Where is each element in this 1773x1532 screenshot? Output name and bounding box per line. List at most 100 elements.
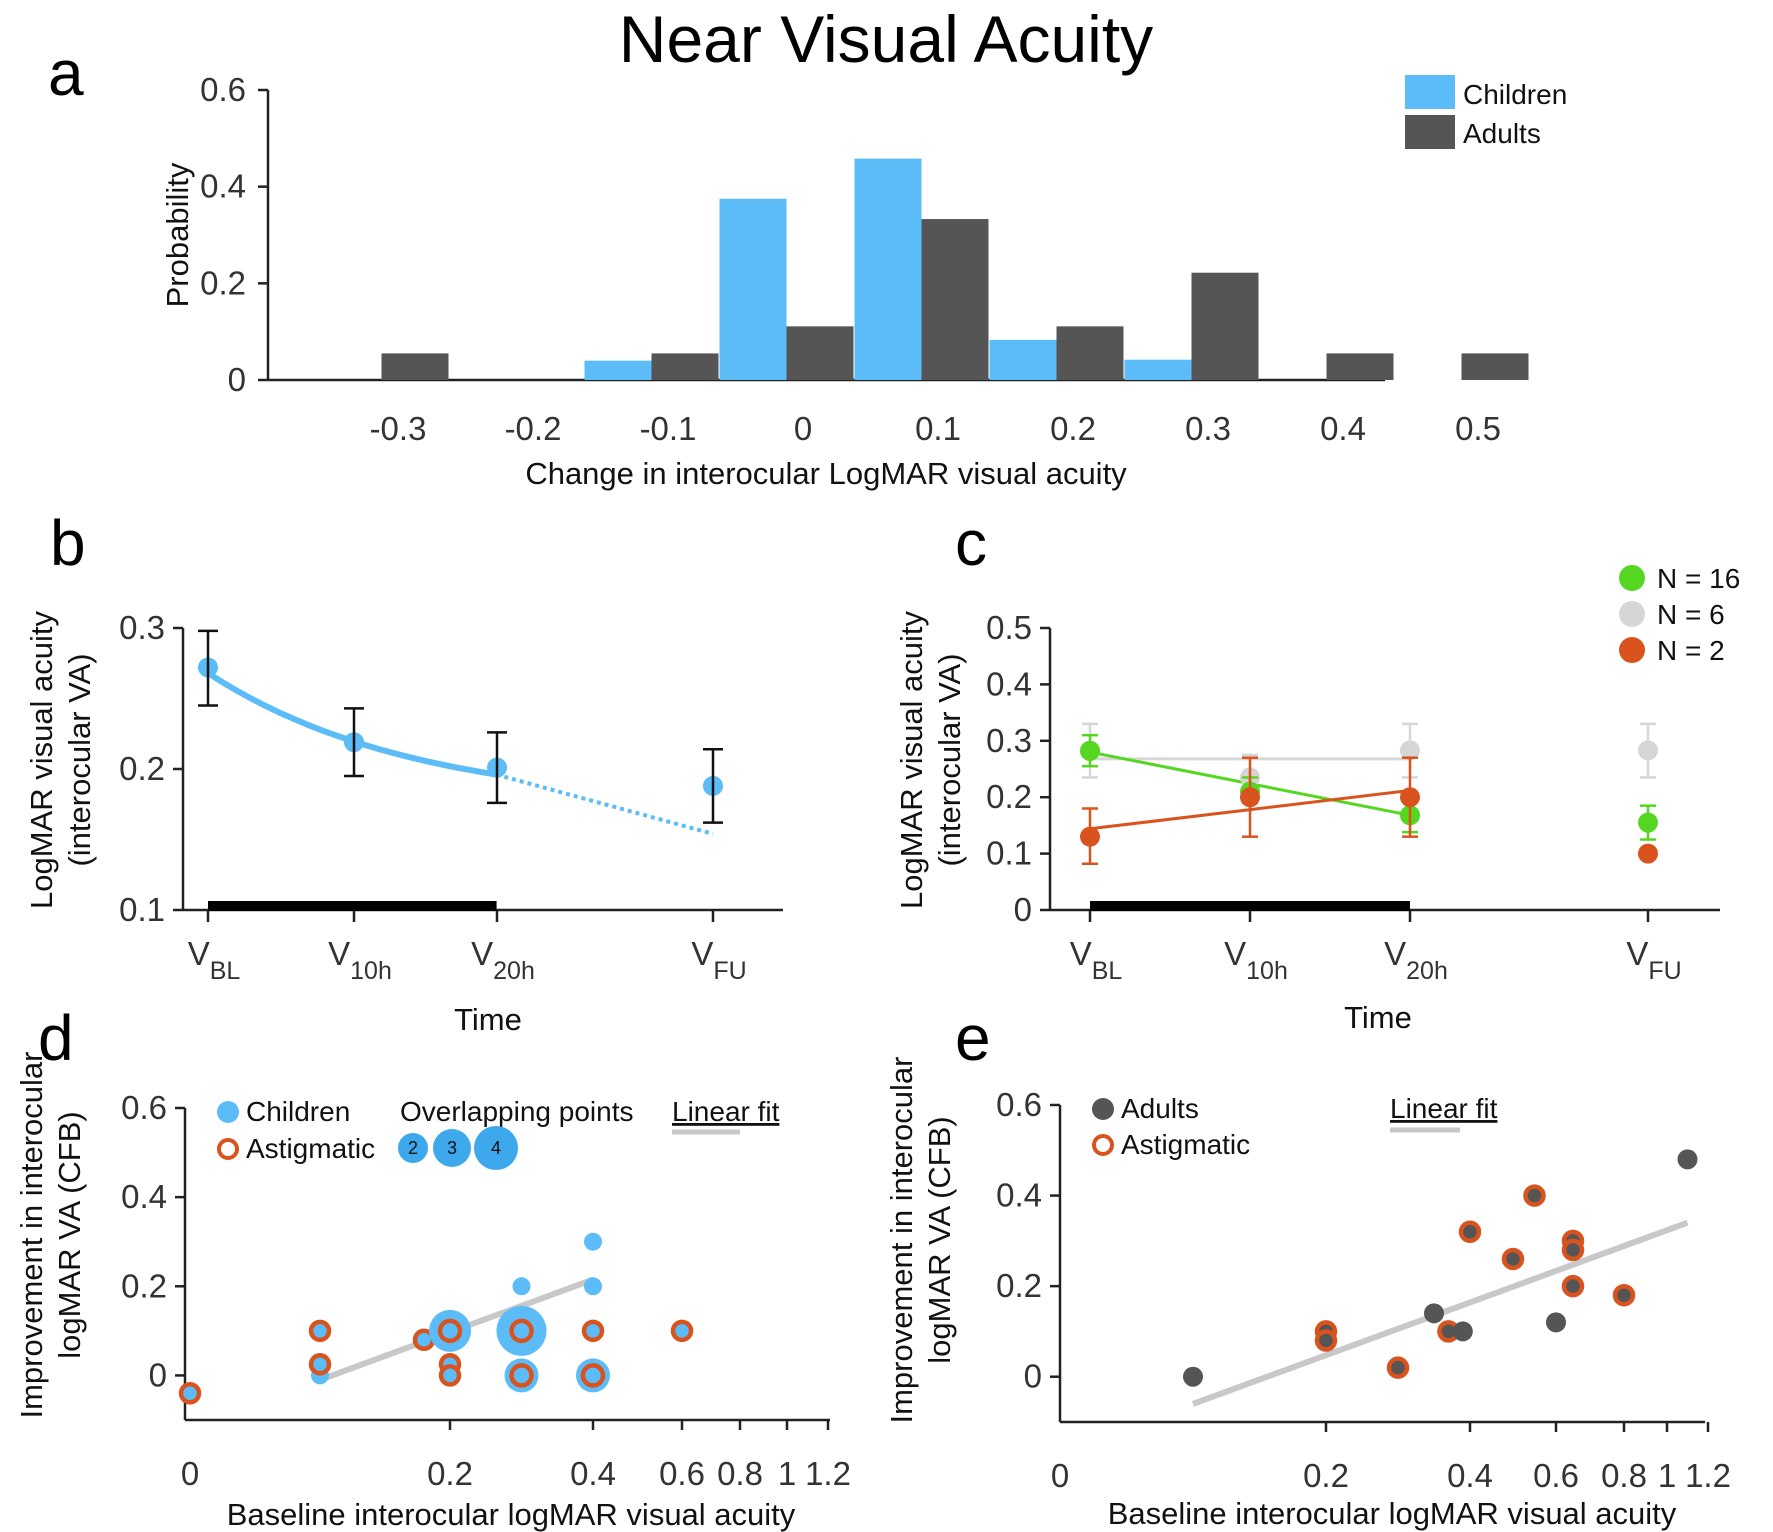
data-point-n6 bbox=[1400, 740, 1420, 761]
bar-children-0 bbox=[719, 198, 787, 380]
astigmatic-ring bbox=[1314, 1329, 1338, 1352]
data-point-n2 bbox=[1400, 787, 1420, 808]
x-tick-label: 0 bbox=[1051, 1457, 1069, 1494]
legend-marker bbox=[1619, 637, 1645, 663]
y-tick-label: 0.4 bbox=[200, 168, 246, 205]
x-tick-label-main: V bbox=[1070, 935, 1092, 972]
legend-label: N = 2 bbox=[1657, 635, 1725, 666]
bar-adults-0 bbox=[786, 326, 854, 380]
x-axis-label: Change in interocular LogMAR visual acui… bbox=[525, 456, 1127, 491]
y-tick-label: 0.2 bbox=[121, 1267, 167, 1304]
legend-swatch-children bbox=[1405, 75, 1455, 109]
bar-children-0.1 bbox=[854, 158, 922, 380]
x-tick-label: VBL bbox=[1070, 935, 1123, 985]
x-tick-label-main: V bbox=[1384, 935, 1406, 972]
x-tick-label: 0.4 bbox=[1447, 1457, 1493, 1494]
x-tick-label: -0.1 bbox=[640, 410, 697, 447]
panel-a: a 0 0.2 0.4 0.6 -0.3 -0.2 -0.1 0 0.1 0.2 0.3 0.4 0.5 C… bbox=[48, 37, 1567, 491]
legend-label-adults: Adults bbox=[1463, 118, 1541, 149]
x-tick-label: 0.4 bbox=[570, 1455, 616, 1492]
data-point bbox=[1452, 1321, 1473, 1342]
y-tick-label: 0.3 bbox=[119, 609, 165, 646]
bar-adults-0.3 bbox=[1191, 272, 1259, 380]
data-point bbox=[311, 1321, 329, 1340]
bar-adults-0.4 bbox=[1326, 353, 1394, 380]
x-tick-label: 0.2 bbox=[427, 1455, 473, 1492]
astigmatic-ring bbox=[581, 1319, 605, 1343]
x-tick-label: VBL bbox=[188, 935, 241, 985]
legend-swatch-adults bbox=[1405, 115, 1455, 149]
x-tick-label: 0 bbox=[794, 410, 812, 447]
legend-overlap-count: 4 bbox=[491, 1138, 501, 1158]
bar-adults-0.1 bbox=[921, 219, 989, 380]
x-tick-label: V10h bbox=[328, 935, 392, 985]
y-axis-label-line-1: logMAR VA (CFB) bbox=[922, 1116, 957, 1363]
panel-letter-e: e bbox=[955, 1002, 991, 1074]
y-tick-label: 0.6 bbox=[200, 71, 246, 108]
x-axis-label: Time bbox=[1344, 1000, 1412, 1035]
data-point bbox=[1677, 1149, 1698, 1170]
panel-letter-d: d bbox=[38, 1002, 74, 1074]
y-axis-label-line-0: Probability bbox=[160, 162, 195, 307]
legend-overlap-count: 3 bbox=[447, 1138, 457, 1158]
data-point-n6 bbox=[1638, 740, 1658, 761]
x-tick-label-main: V bbox=[188, 935, 210, 972]
x-tick-label: 0.8 bbox=[717, 1455, 763, 1492]
legend-marker bbox=[1619, 565, 1645, 591]
panel-d: d 0 0.2 0.4 0.6 0 0.2 0.4 0.6 0.8 1 1.2 Children Asti… bbox=[14, 1002, 851, 1532]
y-axis-label: Probability bbox=[160, 162, 195, 307]
x-tick-label: 0.2 bbox=[1050, 410, 1096, 447]
data-point bbox=[584, 1232, 602, 1251]
x-tick-label-sub: 20h bbox=[493, 957, 535, 985]
y-axis-label-line-1: (interocular VA) bbox=[62, 653, 97, 866]
panel-letter-a: a bbox=[48, 37, 84, 109]
x-tick-label-sub: BL bbox=[210, 957, 241, 985]
y-tick-label: 0 bbox=[149, 1356, 167, 1393]
y-tick-label: 0.3 bbox=[986, 722, 1032, 759]
bar-children--0.1 bbox=[584, 360, 652, 380]
x-tick-label: V20h bbox=[471, 935, 535, 985]
legend-label-adults: Adults bbox=[1121, 1093, 1199, 1124]
data-point bbox=[429, 1309, 471, 1352]
data-point-n2 bbox=[1638, 843, 1658, 864]
y-axis-label-line-0: Improvement in interocular bbox=[14, 1052, 49, 1419]
x-axis-label: Baseline interocular logMAR visual acuit… bbox=[227, 1497, 796, 1532]
y-tick-label: 0.1 bbox=[986, 835, 1032, 872]
legend-marker-adults bbox=[1092, 1098, 1114, 1120]
panel-letter-b: b bbox=[50, 507, 86, 579]
y-tick-label: 0.5 bbox=[986, 609, 1032, 646]
data-point-n2 bbox=[1240, 787, 1260, 808]
y-axis-label-line-0: Improvement in interocular bbox=[884, 1057, 919, 1424]
legend-overlap-marker bbox=[398, 1133, 428, 1163]
x-tick-label: VFU bbox=[1626, 935, 1681, 985]
x-tick-label: 0.4 bbox=[1320, 410, 1366, 447]
legend-marker-astigmatic bbox=[217, 1138, 239, 1160]
legend-label-astigmatic: Astigmatic bbox=[246, 1133, 375, 1164]
astigmatic-ring bbox=[308, 1353, 332, 1376]
data-point bbox=[1424, 1303, 1444, 1324]
legend-fit-label: Linear fit bbox=[1390, 1093, 1498, 1124]
y-axis-label-line-1: logMAR VA (CFB) bbox=[52, 1111, 87, 1358]
y-tick-label: 0.6 bbox=[121, 1089, 167, 1126]
data-point bbox=[441, 1366, 459, 1385]
data-point bbox=[496, 1305, 547, 1356]
y-tick-label: 0.2 bbox=[119, 750, 165, 787]
astigmatic-ring bbox=[1612, 1283, 1636, 1307]
x-tick-label: 1 bbox=[778, 1455, 796, 1492]
y-tick-label: 0 bbox=[1014, 891, 1032, 928]
fit-line-solid bbox=[206, 670, 498, 778]
x-tick-label: V10h bbox=[1224, 935, 1288, 985]
x-axis-label: Baseline interocular logMAR visual acuit… bbox=[1108, 1496, 1677, 1531]
legend-marker-children bbox=[217, 1101, 239, 1123]
data-point-n16 bbox=[1638, 812, 1658, 833]
x-tick-label-main: V bbox=[471, 935, 493, 972]
astigmatic-ring bbox=[1501, 1247, 1525, 1271]
y-axis-label: Improvement in interocularlogMAR VA (CFB… bbox=[14, 1052, 87, 1419]
y-axis-label: LogMAR visual acuity(interocular VA) bbox=[894, 610, 967, 909]
x-tick-label: 0 bbox=[181, 1455, 199, 1492]
x-axis-label: Time bbox=[454, 1002, 522, 1037]
legend-label-astigmatic: Astigmatic bbox=[1121, 1129, 1250, 1160]
astigmatic-ring bbox=[308, 1319, 332, 1343]
panel-e: e 0 0.2 0.4 0.6 0 0.2 0.4 0.6 0.8 1 1.2 Adults Astigm… bbox=[884, 1002, 1731, 1531]
